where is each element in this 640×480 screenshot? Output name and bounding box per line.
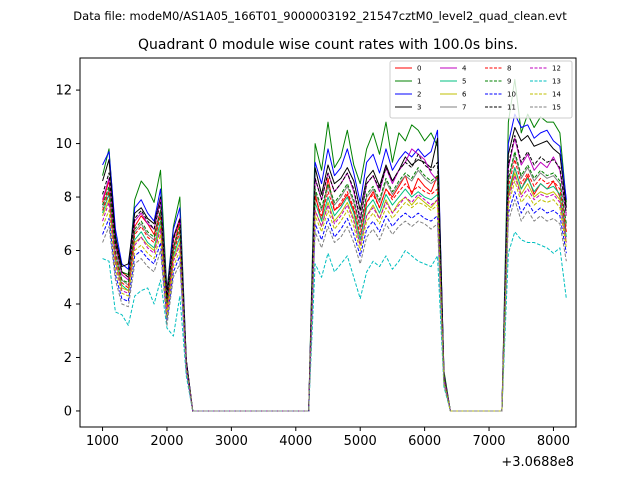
legend-label-14: 14: [552, 91, 561, 99]
y-tick-label-4: 4: [64, 298, 72, 313]
legend-box: [389, 60, 573, 119]
series-line-14: [102, 180, 567, 412]
x-tick-label-4000: 4000: [279, 434, 312, 449]
series-line-11: [102, 135, 567, 412]
y-tick-label-2: 2: [64, 351, 72, 366]
legend-label-11: 11: [507, 104, 516, 112]
plot-frame: [79, 57, 577, 428]
x-tick-label-3000: 3000: [215, 434, 248, 449]
x-tick-label-1000: 1000: [86, 434, 119, 449]
series-line-15: [102, 199, 567, 412]
y-tick-label-6: 6: [64, 244, 72, 259]
series-line-8: [102, 159, 567, 412]
legend-label-2: 2: [417, 91, 421, 99]
chart-title: Quadrant 0 module wise count rates with …: [138, 37, 518, 53]
y-tick-label-8: 8: [64, 191, 72, 206]
series-line-12: [102, 175, 567, 412]
legend-label-1: 1: [417, 78, 421, 86]
legend-label-3: 3: [417, 104, 421, 112]
legend-label-0: 0: [417, 65, 421, 73]
legend-label-9: 9: [507, 78, 511, 86]
legend-label-6: 6: [462, 91, 467, 99]
x-tick-label-8000: 8000: [537, 434, 570, 449]
y-tick-label-12: 12: [55, 84, 72, 99]
x-axis: 1000 2000 3000 4000 5000 6000 7000 8000: [86, 427, 570, 449]
y-axis: 0 2 4 6 8 10 12: [55, 84, 80, 419]
y-tick-label-10: 10: [55, 137, 72, 152]
x-tick-label-7000: 7000: [472, 434, 505, 449]
x-tick-label-2000: 2000: [150, 434, 183, 449]
legend-label-8: 8: [507, 65, 511, 73]
legend-label-15: 15: [552, 104, 561, 112]
x-tick-label-6000: 6000: [408, 434, 441, 449]
legend-label-12: 12: [552, 65, 561, 73]
data-file-suptitle: Data file: modeM0/AS1A05_166T01_90000031…: [73, 9, 567, 23]
y-tick-label-0: 0: [64, 404, 72, 419]
legend-label-10: 10: [507, 91, 516, 99]
legend-label-5: 5: [462, 78, 466, 86]
x-tick-label-5000: 5000: [344, 434, 377, 449]
series-layer: [102, 78, 567, 412]
x-offset-label: +3.0688e8: [501, 455, 574, 470]
legend-label-4: 4: [462, 65, 467, 73]
legend-label-13: 13: [552, 78, 561, 86]
legend-label-7: 7: [462, 104, 466, 112]
